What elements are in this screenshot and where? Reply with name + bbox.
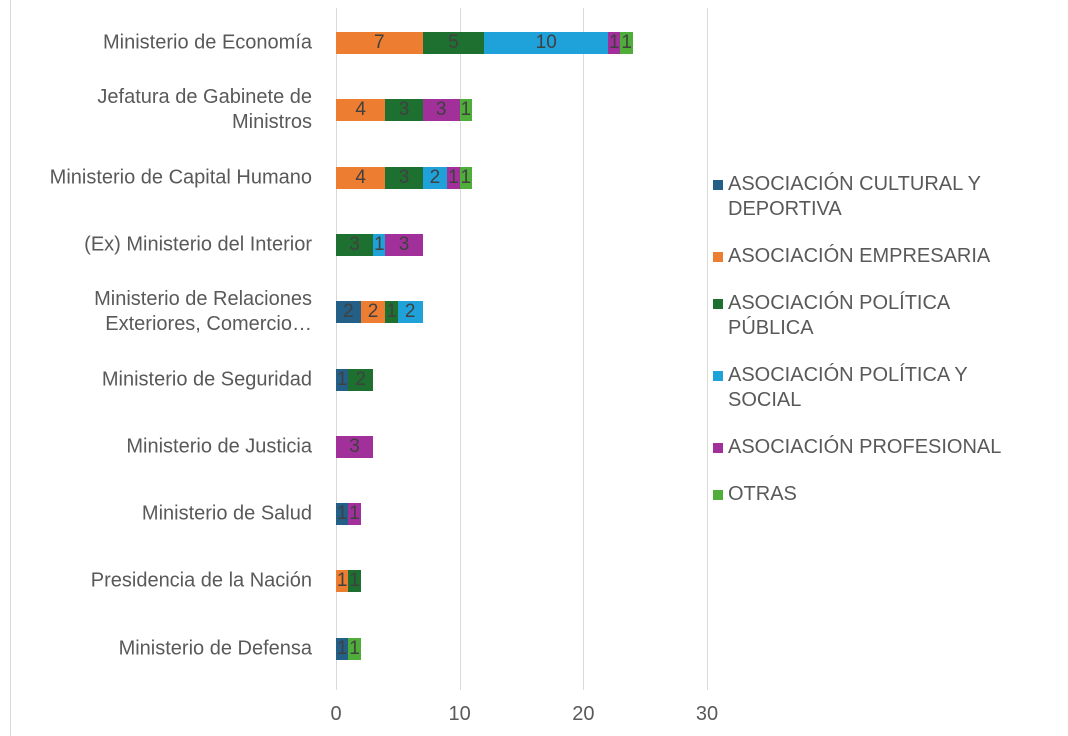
category-label: Ministerio de Relaciones Exteriores, Com…: [94, 288, 312, 336]
legend-label: ASOCIACIÓN EMPRESARIA: [728, 245, 991, 267]
data-label: 2: [343, 301, 354, 323]
bar-segment: [608, 32, 621, 54]
bar-segment: [373, 233, 386, 256]
data-label: 1: [621, 32, 632, 53]
data-label: 1: [448, 166, 459, 188]
bar-segment: [348, 637, 361, 660]
bar-segment: [385, 233, 423, 256]
grid-line: [583, 8, 585, 690]
data-label: 1: [460, 166, 472, 188]
frame: [10, 0, 11, 736]
legend-item: OTRAS: [713, 482, 1058, 507]
bar-segment: [336, 435, 374, 458]
bar-segment: [348, 570, 361, 593]
bar-segment: [336, 637, 349, 660]
data-label: 5: [448, 32, 459, 53]
category-label: Jefatura de Gabinete de Ministros: [97, 86, 312, 134]
data-label: 1: [373, 233, 385, 255]
data-label: 1: [608, 32, 620, 53]
bar-segment: [422, 99, 460, 122]
bar-segment: [336, 301, 361, 324]
bar-segment: [360, 301, 386, 324]
legend-label: ASOCIACIÓN POLÍTICA PÚBLICA: [728, 292, 950, 339]
bar-segment: [459, 166, 473, 189]
legend-item: ASOCIACIÓN EMPRESARIA: [713, 244, 1058, 269]
bar-segment: [336, 99, 386, 122]
data-label: 2: [404, 301, 416, 323]
data-label: 3: [398, 99, 410, 121]
data-label: 10: [535, 32, 557, 53]
data-label: 2: [367, 301, 379, 323]
x-tick-label: 10: [448, 703, 471, 725]
bar-segment: [422, 32, 485, 54]
bar-segment: [620, 32, 633, 54]
bar-segment: [484, 32, 609, 54]
legend-swatch: [713, 443, 723, 453]
bar-segment: [422, 166, 448, 189]
legend-swatch: [713, 371, 723, 381]
legend-item: ASOCIACIÓN PROFESIONAL: [713, 435, 1058, 460]
legend-label: ASOCIACIÓN POLÍTICA Y SOCIAL: [728, 364, 968, 411]
category-label: Ministerio de Capital Humano: [49, 166, 312, 189]
category-label: Ministerio de Economía: [103, 31, 312, 54]
category-label: Ministerio de Justicia: [126, 435, 312, 458]
category-label: Presidencia de la Nación: [90, 569, 312, 592]
grid-line: [336, 8, 337, 690]
bar-segment: [397, 301, 423, 324]
legend-swatch: [713, 299, 723, 309]
data-label: 1: [349, 570, 360, 592]
data-label: 1: [386, 301, 397, 323]
data-label: 1: [336, 503, 348, 525]
bar-segment: [385, 301, 398, 324]
data-label: 4: [355, 166, 367, 188]
category-label: (Ex) Ministerio del Interior: [84, 233, 312, 256]
bar-segment: [336, 570, 349, 593]
legend-swatch: [713, 180, 723, 190]
bar-segment: [336, 503, 349, 526]
bar-segment: [385, 99, 423, 122]
x-tick-label: 30: [695, 703, 719, 725]
bar-segment: [385, 166, 423, 189]
legend: ASOCIACIÓN CULTURAL Y DEPORTIVA ASOCIACIÓ…: [713, 172, 1058, 529]
legend-item: ASOCIACIÓN POLÍTICA Y SOCIAL: [713, 363, 1058, 413]
bar-segment: [459, 99, 473, 122]
category-label: Ministerio de Seguridad: [101, 368, 312, 390]
data-label: 1: [336, 570, 348, 592]
data-label: 3: [435, 99, 447, 121]
legend-label: ASOCIACIÓN CULTURAL Y DEPORTIVA: [728, 173, 981, 220]
bar-segment: [348, 503, 361, 526]
data-label: 3: [349, 233, 360, 255]
data-label: 1: [460, 99, 472, 121]
bar-segment: [336, 368, 349, 391]
grid-line: [707, 8, 708, 690]
data-label: 4: [355, 99, 367, 121]
bar-segment: [336, 32, 423, 54]
bar-segment: [447, 166, 460, 189]
legend-item: ASOCIACIÓN CULTURAL Y DEPORTIVA: [713, 172, 1058, 222]
category-label: Ministerio de Salud: [141, 502, 312, 525]
grid-line: [459, 8, 461, 690]
bar-segment: [336, 166, 386, 189]
data-label: 2: [429, 166, 441, 188]
data-label: 3: [398, 233, 410, 255]
data-label: 1: [349, 637, 360, 659]
bar-segment: [348, 368, 374, 391]
x-tick-label: 0: [330, 703, 342, 725]
legend-swatch: [713, 490, 723, 500]
legend-item: ASOCIACIÓN POLÍTICA PÚBLICA: [713, 291, 1058, 341]
data-label: 1: [349, 503, 360, 525]
x-tick-label: 20: [572, 703, 595, 725]
data-label: 1: [336, 637, 348, 659]
legend-swatch: [713, 252, 723, 262]
legend-label: ASOCIACIÓN PROFESIONAL: [728, 436, 1002, 458]
data-label: 7: [373, 32, 385, 53]
data-label: 2: [355, 368, 367, 390]
legend-label: OTRAS: [728, 483, 797, 505]
data-label: 3: [398, 166, 410, 188]
data-label: 3: [349, 435, 360, 457]
bar-segment: [336, 233, 374, 256]
category-label: Ministerio de Defensa: [118, 637, 312, 660]
data-label: 1: [336, 368, 348, 390]
